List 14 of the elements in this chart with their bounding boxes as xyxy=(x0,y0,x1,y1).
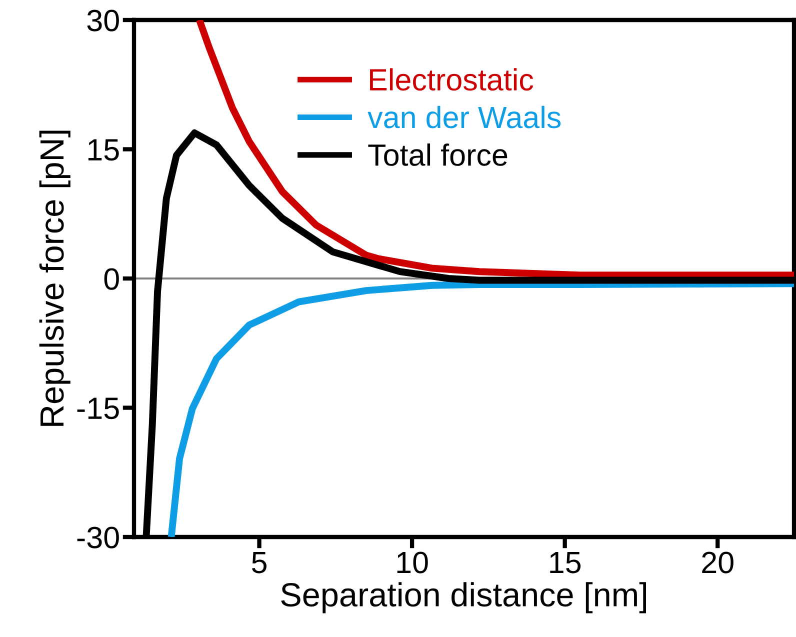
y-tick-label: 0 xyxy=(104,268,119,290)
x-axis-title: Separation distance [nm] xyxy=(281,582,646,614)
y-tick-label: -30 xyxy=(77,526,119,548)
x-tick-label: 5 xyxy=(252,552,266,574)
y-tick-label: 30 xyxy=(87,10,119,32)
y-axis-title: Repulsive force [pN] xyxy=(39,130,70,426)
x-tick-label: 20 xyxy=(702,552,734,574)
legend-label: Electrostatic xyxy=(370,68,534,91)
x-tick-label: 10 xyxy=(397,552,428,574)
x-tick-label: 15 xyxy=(550,552,581,574)
legend-label: van der Waals xyxy=(368,106,561,128)
y-tick-label: 15 xyxy=(88,139,119,161)
y-tick-label: -15 xyxy=(77,398,119,420)
legend-label: Total force xyxy=(368,143,508,166)
